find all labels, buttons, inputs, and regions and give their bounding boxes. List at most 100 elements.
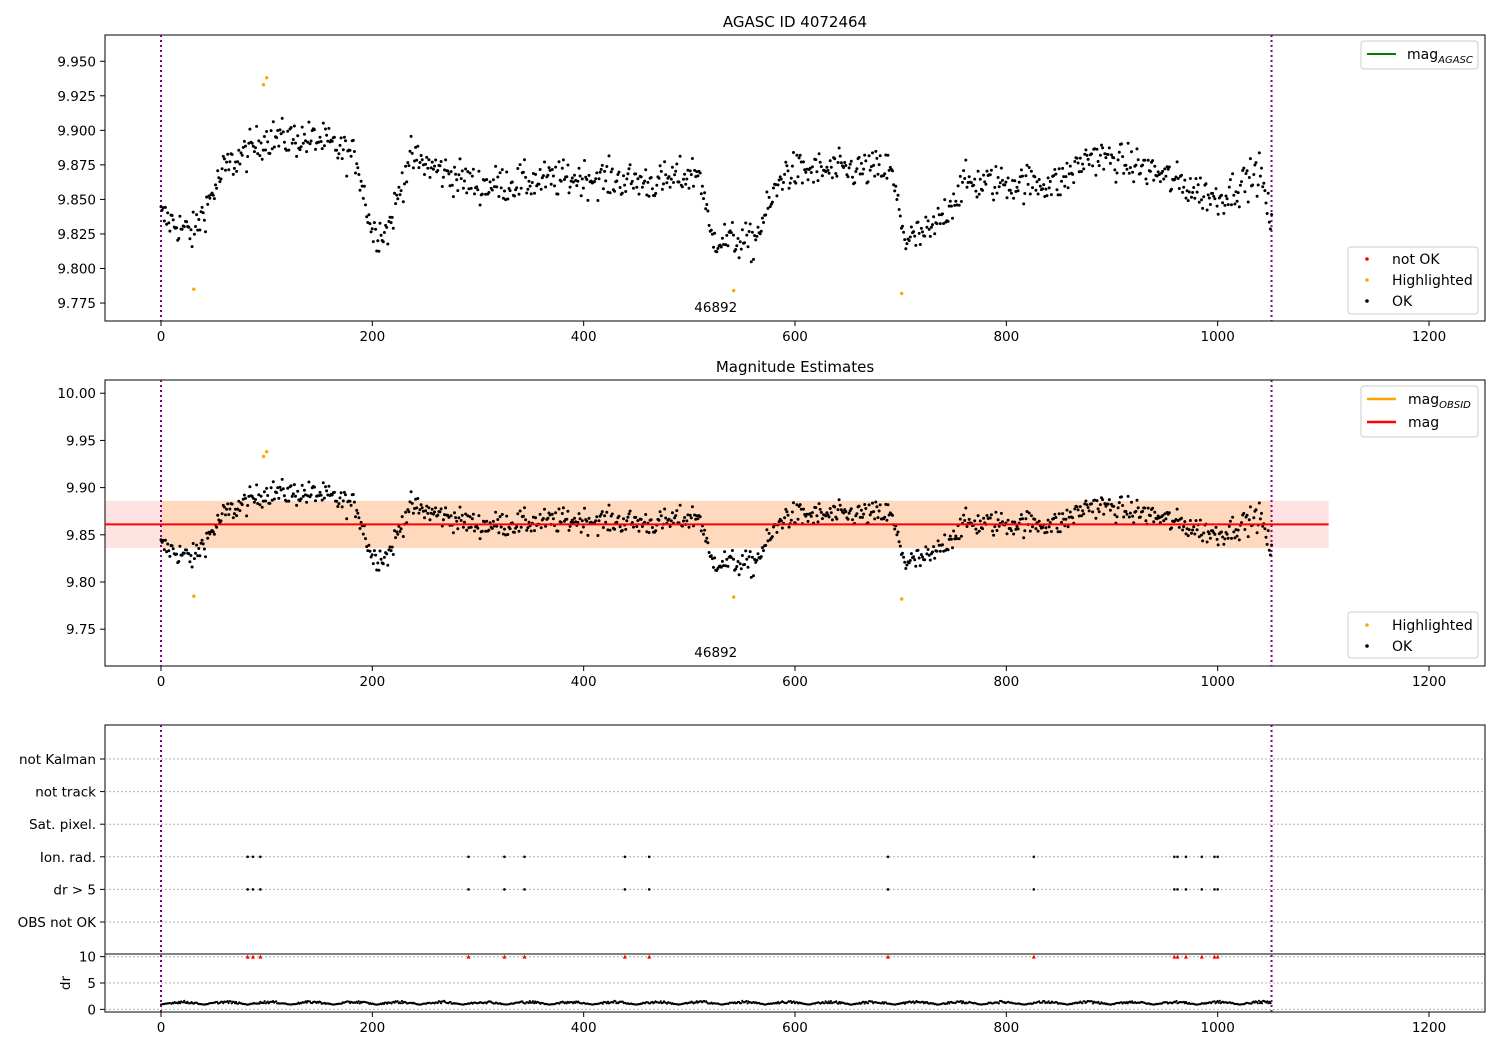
ok-point	[557, 160, 561, 164]
ok-point	[1216, 543, 1220, 547]
dr-tick-label: 5	[87, 976, 96, 992]
ok-point	[1068, 164, 1072, 168]
ok-point	[557, 507, 561, 511]
ok-point	[232, 166, 236, 170]
ok-point	[294, 141, 297, 145]
ok-point	[189, 554, 193, 557]
ok-point	[790, 510, 794, 514]
ok-point	[420, 158, 424, 162]
ok-point	[1047, 525, 1051, 529]
ok-point	[236, 160, 240, 164]
ok-point	[797, 156, 801, 160]
ok-point	[494, 164, 498, 168]
panel1-xtick-label: 1000	[1200, 329, 1234, 345]
ok-point	[171, 547, 175, 551]
ok-point	[485, 519, 489, 523]
ok-point	[1112, 504, 1116, 508]
ok-point	[290, 494, 294, 498]
ok-point	[901, 224, 904, 228]
ok-point	[573, 173, 576, 177]
ok-point	[566, 509, 570, 513]
ok-point	[740, 554, 744, 557]
ok-point	[1122, 515, 1126, 519]
ok-point	[901, 551, 904, 555]
ok-point	[264, 148, 267, 152]
ok-point	[849, 507, 853, 511]
ok-point	[1195, 190, 1199, 194]
ok-point	[471, 167, 475, 171]
ok-point	[1161, 514, 1165, 518]
highlighted-point	[900, 597, 904, 601]
ok-point	[680, 185, 684, 189]
ok-point	[1064, 517, 1068, 521]
ok-point	[988, 516, 992, 520]
dr-point	[262, 1002, 265, 1005]
ok-point	[237, 499, 241, 503]
ok-point	[351, 138, 355, 142]
ok-point	[517, 529, 521, 533]
ok-point	[1125, 512, 1129, 516]
ok-point	[454, 172, 458, 176]
ok-point	[603, 169, 607, 173]
ok-point	[782, 181, 785, 184]
ok-point	[396, 197, 400, 201]
ok-point	[1086, 157, 1090, 161]
ok-point	[583, 506, 586, 510]
ok-point	[732, 557, 735, 561]
ok-point	[236, 507, 240, 511]
ok-point	[673, 173, 677, 177]
ok-point	[954, 199, 958, 203]
ok-point	[378, 549, 382, 553]
ok-point	[409, 490, 413, 494]
ok-point	[1065, 508, 1069, 512]
dr-point	[527, 1001, 530, 1005]
ok-point	[963, 519, 967, 522]
ok-point	[842, 511, 846, 515]
ok-point	[896, 193, 900, 197]
ok-point	[1163, 512, 1167, 516]
dr-point	[1257, 999, 1260, 1003]
ok-point	[391, 226, 395, 230]
ok-point	[1177, 525, 1181, 529]
ok-point	[886, 503, 890, 507]
panel1-ytick-label: 9.950	[57, 54, 96, 70]
ok-point	[230, 153, 234, 156]
ok-point	[1262, 181, 1266, 185]
dr-point	[1266, 1000, 1269, 1003]
ok-point	[1146, 506, 1150, 510]
ok-point	[1135, 147, 1139, 151]
ok-point	[286, 486, 290, 490]
ok-point	[627, 512, 631, 516]
ok-point	[411, 511, 415, 515]
ok-point	[336, 156, 340, 160]
dr-point	[263, 1000, 266, 1003]
ok-point	[670, 165, 674, 169]
panel2-ytick-label: 9.75	[66, 622, 96, 638]
panel2-xtick-label: 200	[359, 674, 385, 690]
dr-clipped-marker	[1031, 954, 1036, 959]
ok-point	[729, 231, 733, 235]
ok-point	[644, 513, 648, 516]
ok-point	[965, 185, 969, 189]
ok-point	[1121, 504, 1125, 507]
ok-point	[1195, 528, 1199, 532]
ok-point	[226, 152, 230, 156]
ok-point	[389, 549, 393, 553]
ok-point	[439, 507, 443, 511]
ok-point	[441, 518, 445, 522]
ok-point	[995, 191, 999, 195]
ok-point	[324, 485, 327, 489]
ok-point	[1164, 517, 1168, 521]
ok-point	[736, 560, 740, 563]
ok-point	[584, 175, 588, 179]
ok-point	[364, 537, 367, 541]
ok-point	[527, 520, 531, 524]
ok-point	[190, 245, 194, 249]
ok-point	[615, 179, 619, 183]
ok-point	[892, 183, 896, 187]
ok-point	[849, 159, 853, 163]
ok-point	[780, 526, 784, 530]
ok-point	[1233, 536, 1237, 540]
ok-point	[431, 167, 435, 171]
